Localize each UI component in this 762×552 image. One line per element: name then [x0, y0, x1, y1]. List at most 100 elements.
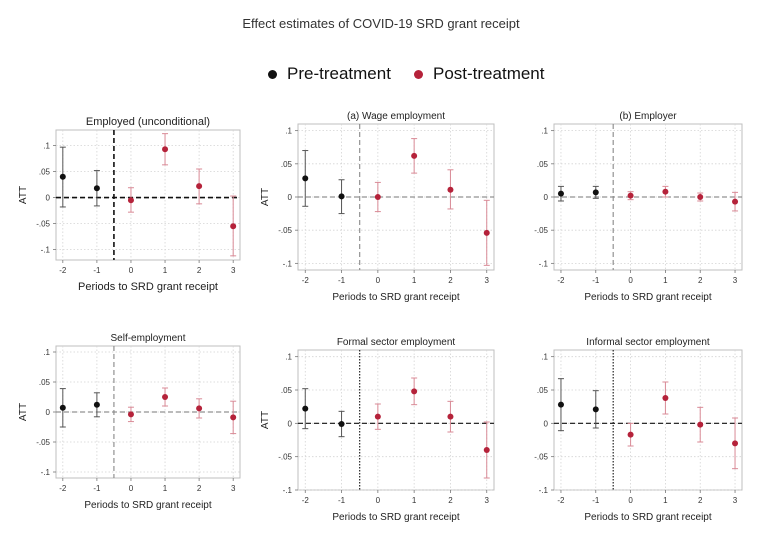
x-tick-label: 3	[231, 484, 236, 493]
chart-panel-6: Informal sector employment.1.050-.05-.1-…	[534, 337, 743, 523]
x-tick-label: 2	[448, 276, 453, 285]
x-tick-label: 3	[733, 276, 738, 285]
x-tick-label: -2	[302, 496, 310, 505]
legend-item-pre: Pre-treatment	[268, 64, 391, 84]
data-point-post	[196, 183, 203, 190]
data-point-post	[447, 413, 454, 420]
y-tick-label: .05	[281, 160, 293, 169]
data-point-post	[627, 431, 634, 438]
x-axis-label: Periods to SRD grant receipt	[332, 292, 460, 303]
y-axis-label: ATT	[260, 188, 271, 206]
x-tick-label: -2	[302, 276, 310, 285]
y-tick-label: -.05	[278, 226, 292, 235]
y-tick-label: -.1	[539, 259, 549, 268]
x-tick-label: 2	[698, 496, 703, 505]
data-point-post	[697, 194, 704, 200]
data-point-post	[162, 146, 169, 153]
x-axis-label: Periods to SRD grant receipt	[584, 292, 712, 303]
data-point-post	[196, 405, 203, 412]
data-point-post	[483, 229, 490, 236]
x-tick-label: 3	[485, 496, 490, 505]
y-tick-label: 0	[288, 193, 293, 202]
data-point-post	[732, 440, 739, 447]
data-point-pre	[59, 173, 66, 180]
data-point-pre	[93, 401, 100, 408]
x-tick-label: 1	[412, 276, 417, 285]
y-tick-label: .1	[285, 353, 292, 362]
data-point-post	[374, 413, 381, 420]
x-tick-label: 0	[129, 484, 134, 493]
x-tick-label: 1	[163, 266, 168, 275]
y-tick-label: -.05	[36, 438, 50, 447]
data-point-post	[483, 447, 490, 453]
y-tick-label: -.05	[534, 226, 548, 235]
x-tick-label: -2	[557, 276, 565, 285]
y-tick-label: -.1	[41, 468, 51, 477]
data-point-post	[374, 194, 381, 200]
data-point-post	[162, 394, 169, 400]
plot-frame	[55, 129, 241, 261]
x-axis-label: Periods to SRD grant receipt	[332, 512, 460, 523]
y-tick-label: .1	[541, 127, 548, 136]
plot-frame	[297, 349, 495, 491]
x-tick-label: 1	[663, 496, 668, 505]
y-axis-label: ATT	[260, 411, 271, 429]
data-point-post	[662, 188, 669, 195]
data-point-pre	[557, 190, 564, 197]
y-tick-label: -.1	[283, 486, 293, 495]
x-axis-label: Periods to SRD grant receipt	[84, 500, 212, 511]
chart-panel-3: (b) Employer .1 .05 0 -.05 -.1 -2 -1 0 1 2 3 Periods…	[534, 111, 743, 303]
x-tick-label: -2	[59, 484, 67, 493]
data-point-post	[447, 186, 454, 193]
data-point-post	[127, 411, 134, 418]
y-axis-label: ATT	[18, 186, 29, 204]
y-tick-label: .05	[537, 386, 549, 395]
plot-frame	[553, 349, 743, 491]
y-tick-label: .05	[39, 378, 51, 387]
y-tick-label: 0	[46, 408, 51, 417]
chart-title: Informal sector employment	[586, 337, 710, 348]
chart-title: (a) Wage employment	[347, 111, 445, 122]
data-point-post	[230, 223, 237, 230]
y-axis-label: ATT	[18, 403, 29, 421]
x-tick-label: 2	[197, 266, 202, 275]
data-point-pre	[302, 405, 309, 412]
data-point-post	[627, 192, 634, 199]
x-tick-label: -1	[338, 276, 346, 285]
x-tick-label: 2	[197, 484, 202, 493]
chart-panel-5: Formal sector employment .1 .05 0 -.05 -.1 -2 -…	[260, 337, 495, 523]
x-tick-label: 1	[412, 496, 417, 505]
x-tick-label: 0	[628, 276, 633, 285]
legend-marker-pre	[268, 69, 277, 79]
x-tick-label: 0	[628, 496, 633, 505]
y-tick-label: .1	[43, 348, 50, 357]
chart-title: Self-employment	[110, 333, 185, 344]
data-point-pre	[59, 404, 66, 411]
data-point-post	[411, 152, 418, 159]
x-tick-label: -1	[592, 276, 600, 285]
y-tick-label: -.1	[283, 259, 293, 268]
data-point-post	[732, 198, 739, 205]
chart-panel-2: (a) Wage employment .1 .05 0 -.05 -.1 -2 -1 0 1 2 3…	[260, 111, 495, 303]
x-tick-label: 0	[376, 276, 381, 285]
y-tick-label: -.05	[278, 453, 292, 462]
x-tick-label: -1	[592, 496, 600, 505]
legend-item-post: Post-treatment	[414, 64, 545, 84]
y-tick-label: 0	[544, 419, 549, 428]
legend: Pre-treatment Post-treatment	[0, 64, 762, 86]
chart-panel-1: Employed (unconditional) .1 .05 0 -.05 -.1 -2 -…	[18, 116, 241, 293]
x-tick-label: 0	[376, 496, 381, 505]
data-point-pre	[592, 189, 599, 196]
x-tick-label: 2	[698, 276, 703, 285]
data-point-pre	[338, 421, 345, 427]
y-tick-label: -.05	[36, 220, 50, 229]
chart-title: (b) Employer	[619, 111, 677, 122]
y-tick-label: 0	[46, 194, 51, 203]
y-tick-label: 0	[288, 419, 293, 428]
x-tick-label: 2	[448, 496, 453, 505]
y-tick-label: -.05	[534, 453, 548, 462]
y-tick-label: .05	[39, 168, 51, 177]
data-point-pre	[338, 193, 345, 200]
data-point-post	[662, 395, 669, 401]
x-tick-label: -2	[59, 266, 67, 275]
